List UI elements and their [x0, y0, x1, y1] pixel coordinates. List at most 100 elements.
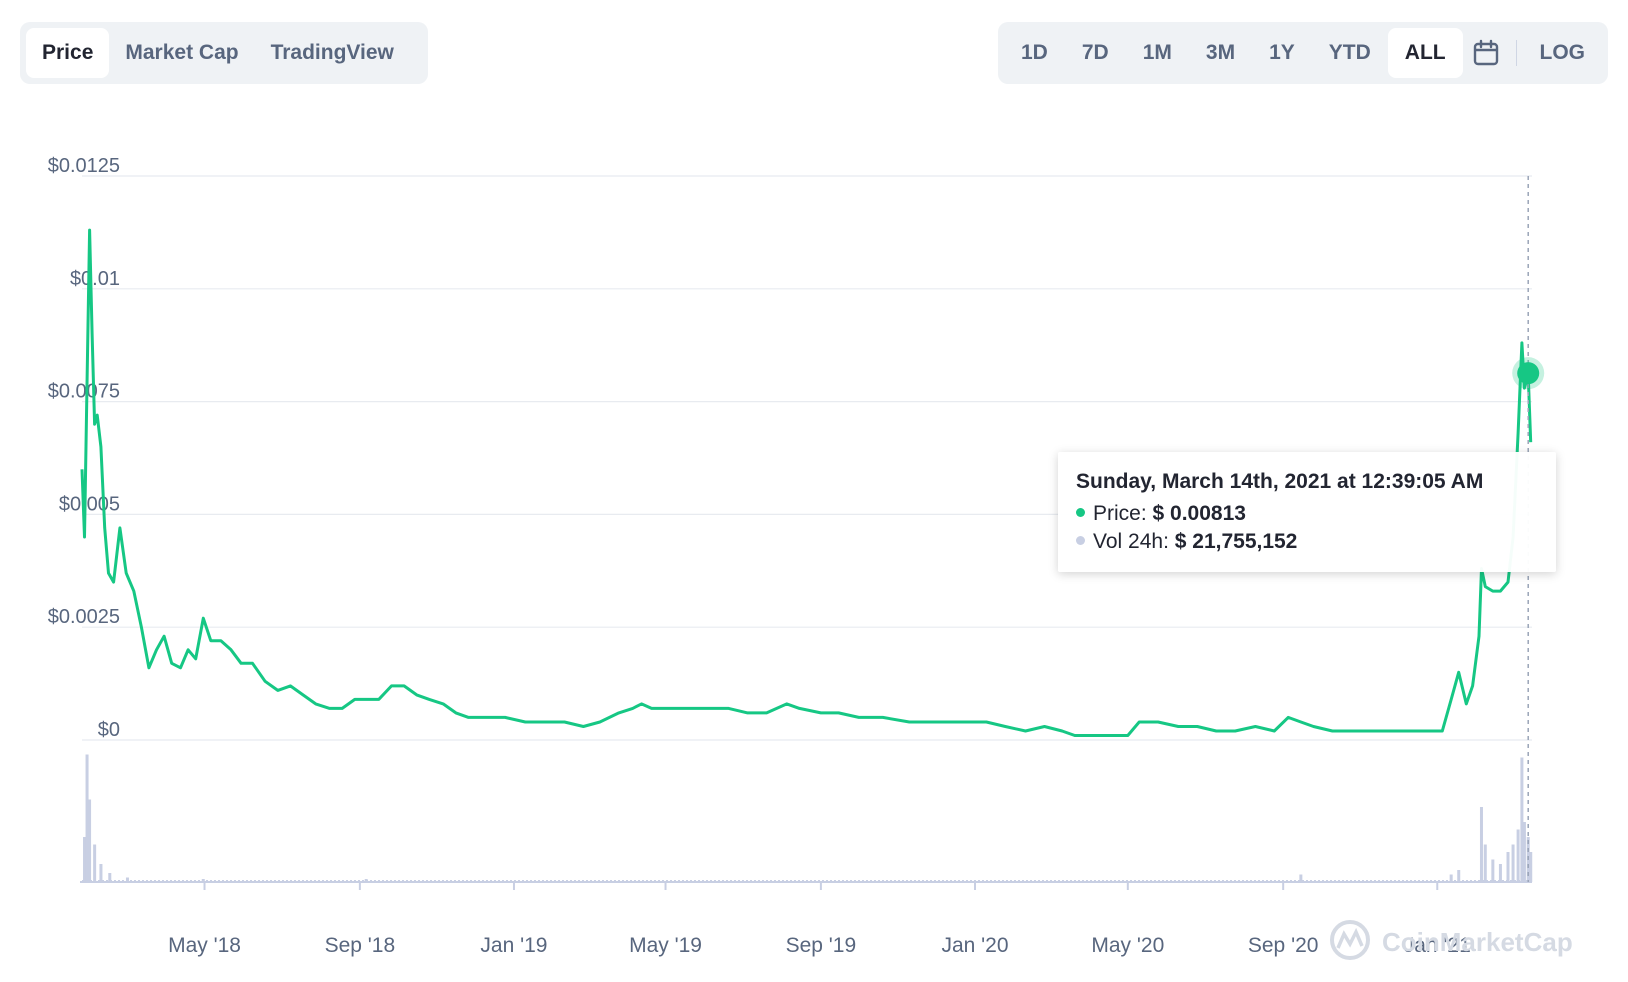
- volume-bar: [1206, 880, 1208, 882]
- range-3m[interactable]: 3M: [1205, 41, 1236, 64]
- volume-bar: [1306, 880, 1308, 882]
- volume-bar: [874, 880, 876, 882]
- volume-bar: [1054, 880, 1056, 882]
- volume-bar: [1238, 880, 1240, 882]
- tab-price[interactable]: Price: [26, 28, 110, 78]
- tab-tradingview[interactable]: TradingView: [270, 41, 394, 64]
- volume-bar: [346, 880, 348, 882]
- range-1d[interactable]: 1D: [1021, 41, 1048, 64]
- volume-bar: [1382, 880, 1384, 882]
- volume-bar: [694, 880, 696, 882]
- volume-bar: [1358, 880, 1360, 882]
- volume-bar: [846, 880, 848, 882]
- volume-bar: [486, 880, 488, 882]
- volume-bar: [830, 880, 832, 882]
- volume-bar: [1310, 880, 1312, 882]
- volume-bar: [154, 880, 156, 882]
- volume-bar: [1162, 880, 1164, 882]
- volume-bar: [606, 880, 608, 882]
- volume-bar: [350, 880, 352, 882]
- volume-bar: [1166, 880, 1168, 882]
- volume-bar: [370, 880, 372, 882]
- volume-bar: [954, 880, 956, 882]
- volume-bar: [194, 880, 196, 882]
- volume-bar: [298, 880, 300, 882]
- volume-bar: [826, 880, 828, 882]
- volume-bar: [258, 880, 260, 882]
- volume-bar: [1218, 880, 1220, 882]
- volume-bar: [906, 880, 908, 882]
- volume-bar: [1266, 880, 1268, 882]
- volume-bar: [946, 880, 948, 882]
- x-tick-label: Sep '18: [325, 934, 396, 957]
- volume-bar: [914, 880, 916, 882]
- range-1m[interactable]: 1M: [1142, 41, 1172, 64]
- volume-bar: [1482, 880, 1484, 882]
- volume-bar: [1478, 880, 1480, 882]
- volume-bar: [85, 754, 89, 882]
- volume-bar: [910, 880, 912, 882]
- calendar-icon-glyph: [1473, 39, 1499, 66]
- volume-bar: [1042, 880, 1044, 882]
- volume-bar: [1038, 880, 1040, 882]
- volume-bar: [130, 880, 132, 882]
- highlight-point[interactable]: [1517, 362, 1540, 385]
- volume-bar: [714, 880, 716, 882]
- volume-bar: [1098, 880, 1100, 882]
- x-tick-label: May '20: [1091, 934, 1164, 957]
- volume-bar: [1034, 880, 1036, 882]
- volume-bar: [442, 880, 444, 882]
- range-ytd[interactable]: YTD: [1328, 41, 1371, 64]
- chart-tooltip: Sunday, March 14th, 2021 at 12:39:05 AM …: [1058, 452, 1556, 572]
- tab-market-cap[interactable]: Market Cap: [125, 41, 239, 64]
- range-7d[interactable]: 7D: [1081, 41, 1109, 64]
- volume-bar: [1334, 880, 1336, 882]
- volume-bar: [106, 880, 108, 882]
- volume-bar: [1290, 880, 1292, 882]
- volume-bar: [414, 880, 416, 882]
- volume-bar: [274, 880, 276, 882]
- range-1y[interactable]: 1Y: [1269, 41, 1295, 64]
- volume-bar: [790, 880, 792, 882]
- volume-bar: [702, 880, 704, 882]
- volume-bar: [114, 880, 116, 882]
- volume-bar: [958, 880, 960, 882]
- volume-bar: [338, 880, 340, 882]
- volume-bar: [802, 880, 804, 882]
- volume-bar: [146, 880, 148, 882]
- x-tick-label: May '19: [629, 934, 702, 957]
- volume-bar: [1342, 880, 1344, 882]
- volume-bar: [746, 880, 748, 882]
- volume-bar: [362, 880, 364, 882]
- volume-bar: [226, 880, 228, 882]
- volume-bar: [330, 880, 332, 882]
- volume-bar: [758, 880, 760, 882]
- x-tick-label: May '18: [168, 934, 241, 957]
- volume-bar: [474, 880, 476, 882]
- volume-bar: [838, 880, 840, 882]
- volume-bar: [1322, 880, 1324, 882]
- volume-bar: [1398, 880, 1400, 882]
- volume-bar: [574, 880, 576, 882]
- range-all[interactable]: ALL: [1387, 28, 1463, 78]
- volume-bar: [834, 880, 836, 882]
- volume-bar: [170, 880, 172, 882]
- volume-bar: [1274, 880, 1276, 882]
- volume-bar: [1294, 880, 1296, 882]
- volume-bar: [610, 880, 612, 882]
- calendar-icon[interactable]: [1463, 28, 1510, 78]
- volume-bar: [190, 880, 192, 882]
- volume-bar: [1446, 880, 1448, 882]
- volume-bar: [454, 880, 456, 882]
- log-toggle[interactable]: LOG: [1539, 41, 1586, 64]
- volume-bar: [490, 880, 492, 882]
- volume-bar: [166, 880, 168, 882]
- volume-bar: [854, 880, 856, 882]
- volume-bar: [1422, 880, 1424, 882]
- volume-bar: [1457, 870, 1461, 882]
- volume-bar: [218, 880, 220, 882]
- volume-bar: [514, 880, 516, 882]
- x-tick-label: Jan '20: [941, 934, 1008, 957]
- volume-bar: [770, 880, 772, 882]
- tooltip-volume-row: Vol 24h: $ 21,755,152: [1076, 528, 1538, 556]
